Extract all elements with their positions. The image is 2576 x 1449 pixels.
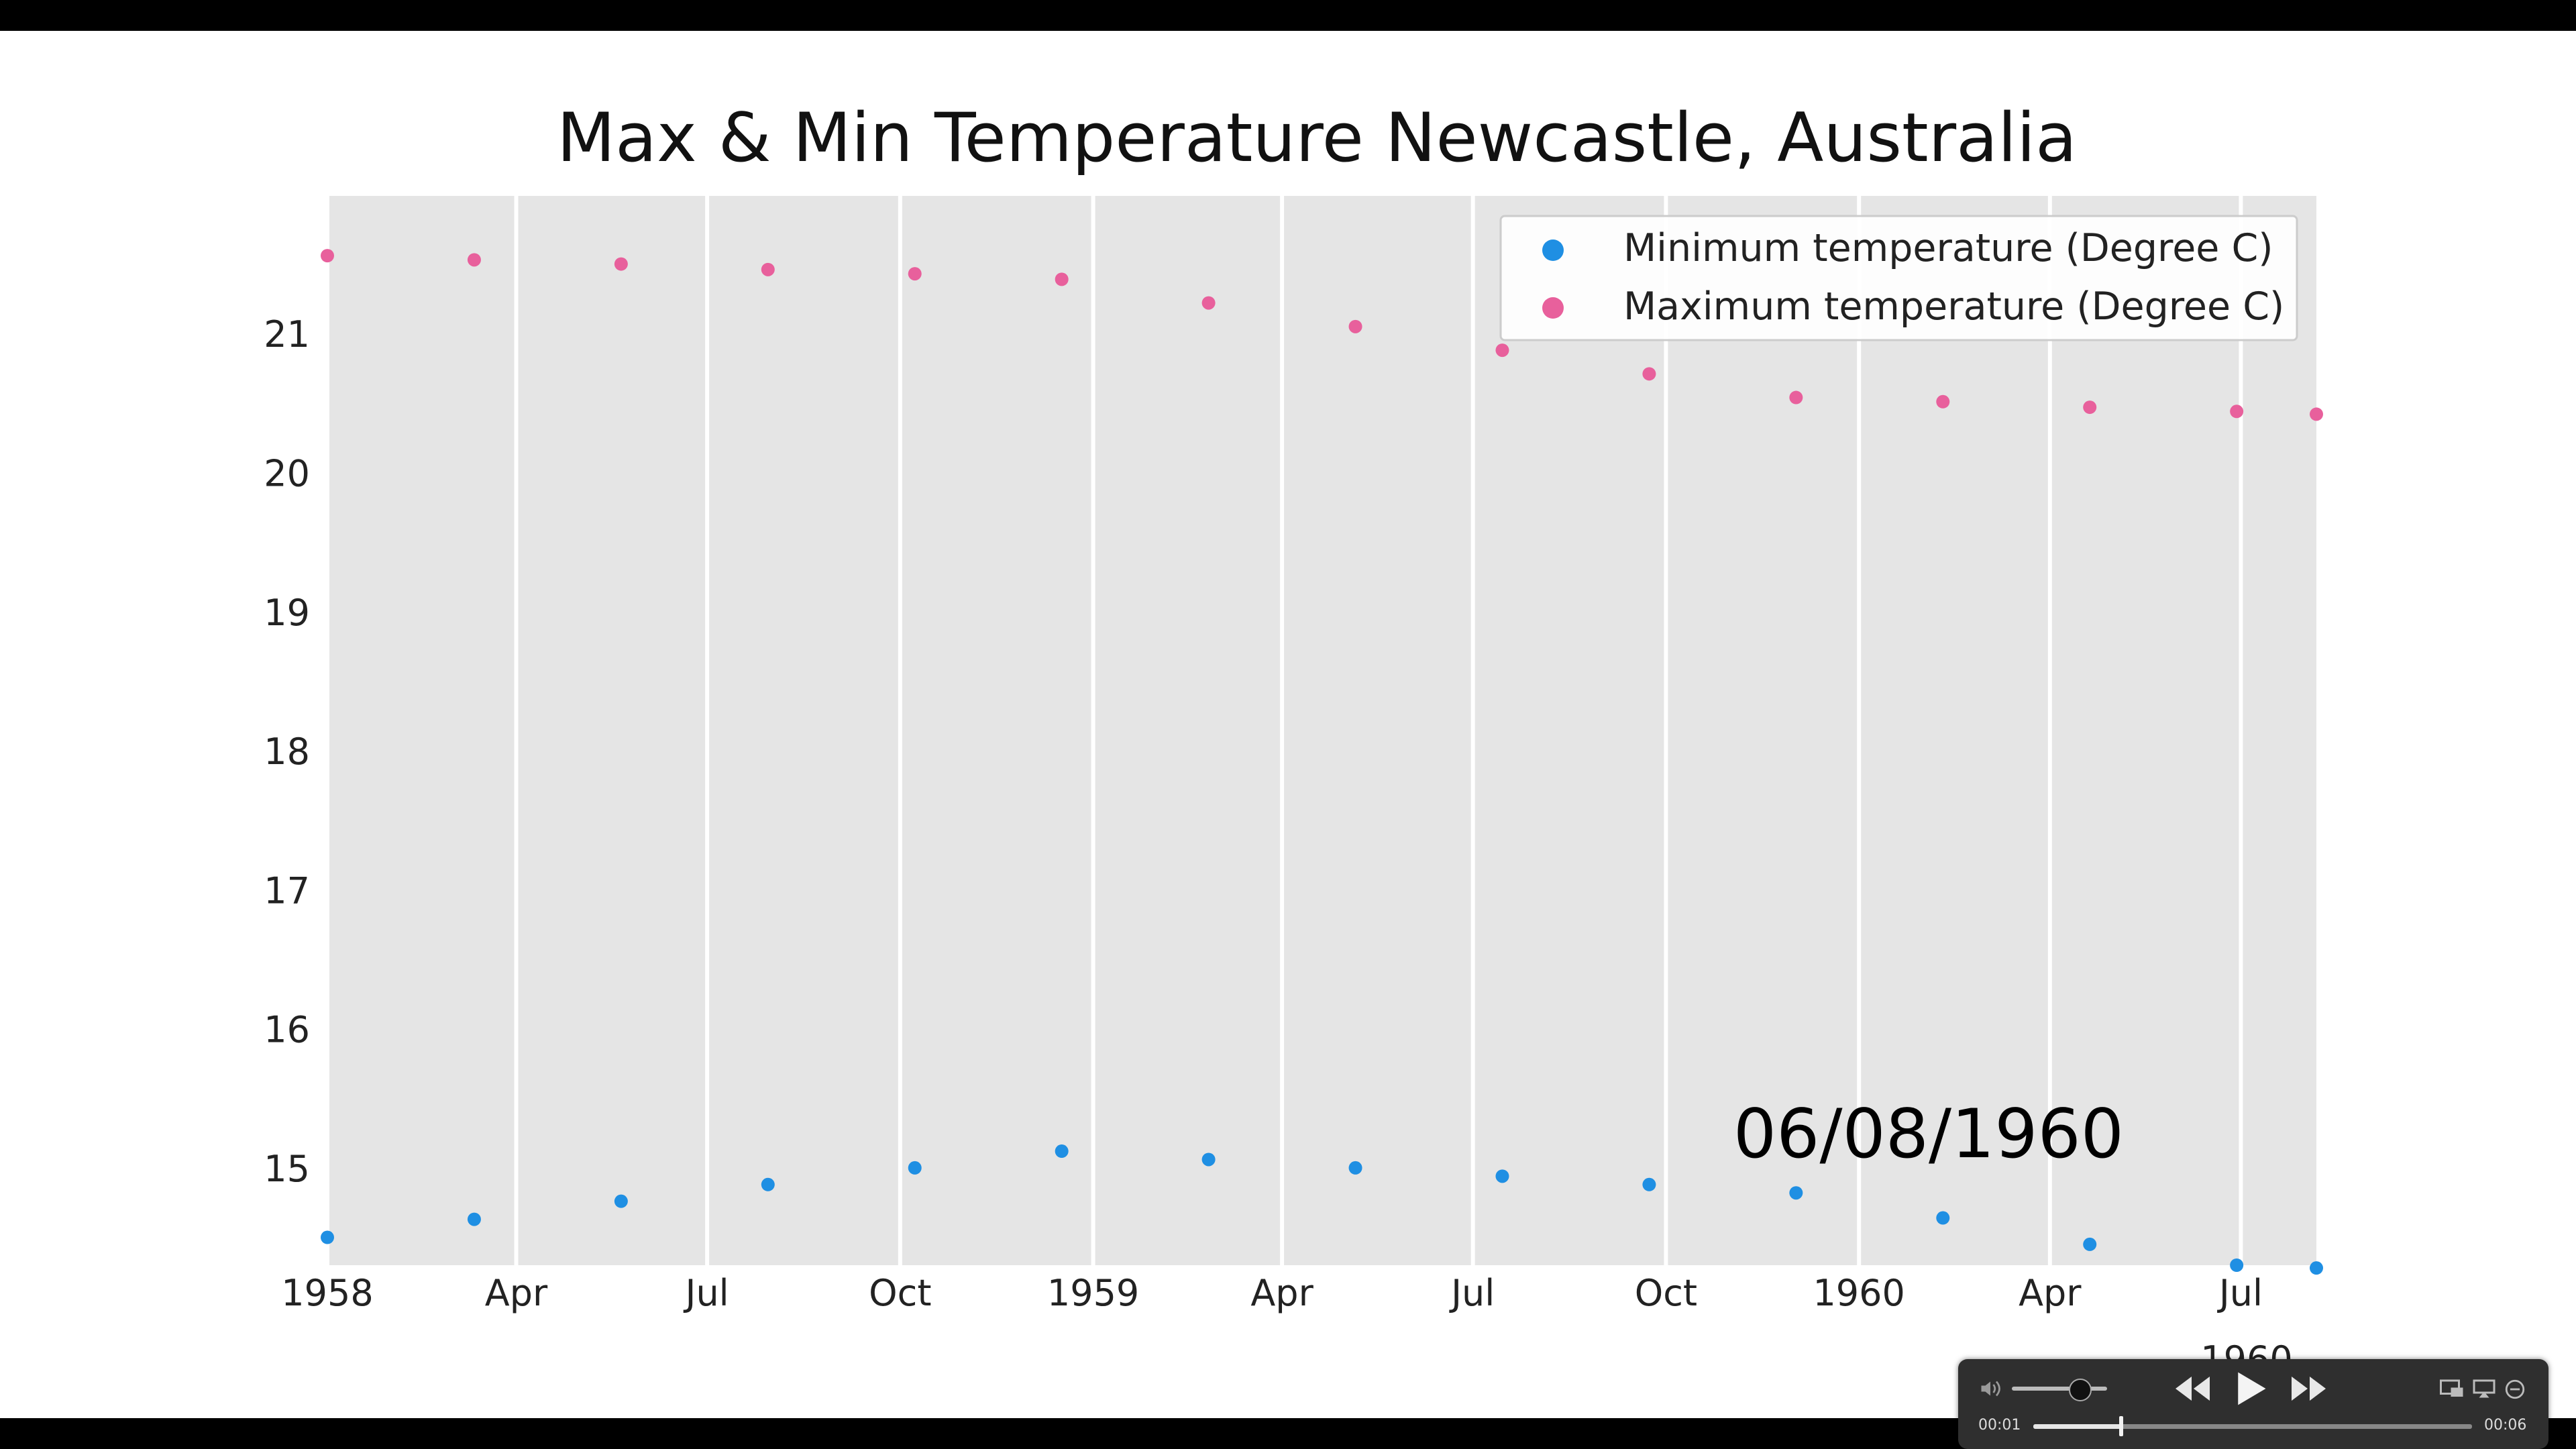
x-tick-label: 1960 [1813,1272,1904,1314]
y-axis-ticks: 15 16 17 18 19 20 21 [264,313,310,1190]
min-temp-point [908,1161,922,1175]
chart-title: Max & Min Temperature Newcastle, Austral… [557,98,2077,177]
max-temp-point [467,253,481,267]
min-temp-point [2310,1261,2323,1275]
video-player-controls: 00:01 00:06 [1958,1359,2548,1449]
y-tick-label: 21 [264,313,310,356]
legend-marker-max [1542,297,1564,319]
min-temp-point [1642,1177,1656,1191]
letterbox-top [0,0,2576,31]
min-temp-point [2230,1258,2244,1272]
y-tick-label: 17 [264,869,310,912]
playback-progress-bar[interactable] [2033,1416,2472,1436]
max-temp-point [1348,319,1362,333]
max-temp-point [614,257,628,271]
min-temp-point [467,1212,481,1226]
x-tick-label: Apr [1250,1272,1313,1314]
x-tick-label: Apr [2019,1272,2082,1314]
x-tick-label: Apr [485,1272,548,1314]
max-temp-point [2083,400,2097,415]
date-annotation: 06/08/1960 [1733,1094,2124,1173]
min-temp-point [761,1177,775,1191]
x-tick-label: Jul [2217,1272,2263,1314]
y-tick-label: 18 [264,731,310,773]
time-current: 00:01 [1978,1417,2021,1434]
x-tick-label: Jul [684,1272,729,1314]
x-tick-label: Oct [1635,1272,1697,1314]
options-icon[interactable] [2504,1378,2526,1401]
max-temp-point [908,267,922,281]
x-tick-label: 1958 [281,1272,373,1314]
time-total: 00:06 [2484,1417,2527,1434]
max-temp-point [1055,272,1069,286]
max-temp-point [1642,367,1656,381]
x-tick-label: Jul [1449,1272,1495,1314]
min-temp-point [1789,1186,1803,1200]
max-temp-point [1789,390,1803,405]
y-tick-label: 19 [264,592,310,634]
min-temp-point [2083,1237,2097,1251]
legend-box [1499,215,2298,341]
y-tick-label: 15 [264,1148,310,1190]
plot-area [327,196,2316,1265]
min-temp-point [1055,1144,1069,1159]
legend-label-min: Minimum temperature (Degree C) [1623,226,2273,270]
y-tick-label: 16 [264,1009,310,1051]
data-points [321,249,2323,1275]
x-tick-label: 1959 [1047,1272,1139,1314]
play-icon[interactable] [2231,1368,2271,1409]
x-axis-ticks: 1958 Apr Jul Oct 1959 Apr Jul Oct 1960 Apr Jul [281,1272,2263,1314]
volume-icon[interactable] [1978,1377,2002,1401]
legend: Minimum temperature (Degree C) Maximum t… [1499,215,2298,341]
max-temp-point [321,249,334,263]
legend-marker-min [1542,239,1564,261]
fast-forward-icon[interactable] [2290,1373,2330,1405]
video-frame: Max & Min Temperature Newcastle, Austral… [0,31,2576,1418]
max-temp-point [1201,296,1216,310]
volume-slider[interactable] [2012,1387,2107,1391]
min-temp-point [1348,1161,1362,1175]
rewind-icon[interactable] [2171,1373,2212,1405]
grid-lines [325,196,2243,1265]
legend-label-max: Maximum temperature (Degree C) [1623,284,2284,329]
min-temp-point [321,1230,334,1244]
max-temp-point [2310,407,2323,421]
min-temp-point [1495,1169,1509,1183]
max-temp-point [1495,343,1509,358]
airplay-icon[interactable] [2472,1378,2496,1399]
playhead[interactable] [2118,1416,2123,1436]
picture-in-picture-icon[interactable] [2440,1378,2464,1399]
max-temp-point [2230,405,2244,419]
playback-progress-fill [2033,1424,2121,1429]
chart: Max & Min Temperature Newcastle, Austral… [264,98,2323,1381]
min-temp-point [1201,1152,1216,1167]
max-temp-point [1936,394,1950,409]
volume-slider-knob[interactable] [2069,1379,2092,1401]
max-temp-point [761,262,775,276]
x-tick-label: Oct [869,1272,931,1314]
min-temp-point [614,1194,628,1208]
y-tick-label: 20 [264,452,310,494]
min-temp-point [1936,1211,1950,1225]
